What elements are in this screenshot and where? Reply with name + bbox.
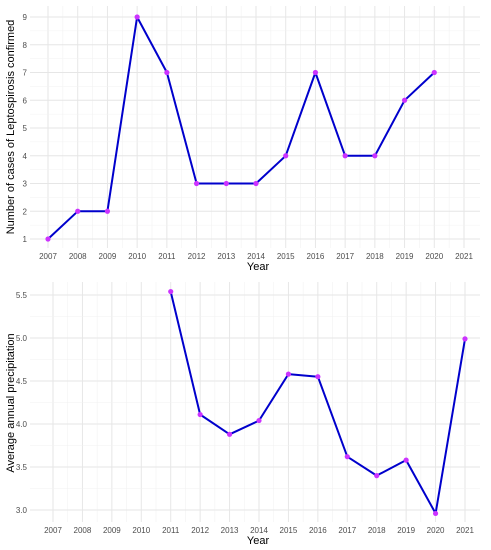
cases-y-tick-label: 9 [23,13,28,22]
cases-data-point [431,69,437,76]
precip-grid [30,282,480,522]
cases-y-tick-label: 2 [23,207,28,216]
precip-x-tick-label: 2019 [397,526,415,535]
precip-data-point [285,371,292,377]
cases-x-axis-title: Year [247,261,270,273]
precip-data-point [197,411,203,418]
cases-data-point [312,69,319,76]
precip-x-tick-label: 2021 [456,526,474,535]
precip-x-axis-title: Year [247,535,270,547]
precip-y-tick-label: 4.0 [16,420,28,429]
cases-x-tick-label: 2008 [69,252,87,261]
precip-x-tick-label: 2017 [338,526,356,535]
precip-x-tick-label: 2014 [250,526,268,535]
cases-data-point [134,14,140,20]
cases-data-point [75,208,81,214]
precip-x-tick-label: 2013 [221,526,239,535]
cases-y-tick-label: 6 [23,96,28,105]
precip-y-tick-label: 5.5 [16,291,28,300]
cases-data-point [223,180,229,187]
precipitation-chart: Year Average annual precipitation 2007 20… [5,282,480,547]
cases-x-tick-label: 2011 [158,252,176,261]
precip-y-tick-label: 3.0 [16,506,28,515]
cases-y-tick-label: 8 [23,41,28,50]
precip-x-tick-label: 2010 [132,526,150,535]
cases-y-tick-label: 5 [23,124,28,133]
cases-x-tick-label: 2012 [188,252,206,261]
precip-y-tick-label: 4.5 [16,377,28,386]
cases-data-point [45,236,51,242]
cases-data-point [253,180,259,187]
cases-series-line [47,16,435,240]
cases-data-point [401,97,408,103]
cases-y-tick-label: 3 [23,180,28,189]
cases-x-tick-label: 2007 [39,252,57,261]
cases-x-tick-label: 2013 [217,252,235,261]
precip-data-point [374,473,380,479]
precip-y-tick-label: 5.0 [16,334,28,343]
cases-x-tick-label: 2018 [366,252,384,261]
precip-x-tick-label: 2008 [74,526,92,535]
precip-x-tick-label: 2009 [103,526,121,535]
cases-data-point [104,208,111,214]
cases-x-tick-label: 2021 [455,252,473,261]
precip-data-point [226,431,233,437]
cases-data-point [164,69,170,76]
precip-data-point [256,417,262,424]
precip-data-point [432,510,439,517]
precip-x-tick-label: 2020 [427,526,445,535]
cases-y-tick-label: 7 [23,69,28,78]
cases-x-tick-label: 2014 [247,252,265,261]
cases-x-tick-label: 2017 [336,252,354,261]
precip-data-point [462,336,468,342]
precip-x-tick-label: 2018 [368,526,386,535]
cases-x-tick-label: 2009 [99,252,117,261]
cases-data-point [372,153,378,159]
cases-x-tick-label: 2019 [396,252,414,261]
precip-y-tick-label: 3.5 [16,463,28,472]
cases-x-tick-label: 2010 [128,252,146,261]
cases-y-tick-label: 1 [23,235,28,244]
precip-data-point [403,457,409,463]
cases-grid [30,6,480,248]
precip-data-point [344,454,350,460]
precip-data-point [315,374,321,380]
cases-x-tick-label: 2016 [307,252,325,261]
cases-x-tick-label: 2020 [425,252,443,261]
cases-data-point [283,153,289,159]
cases-chart: Year Number of cases of Leptospirosis co… [5,6,480,273]
precip-x-tick-label: 2007 [44,526,62,535]
cases-data-point [193,180,200,187]
cases-data-point [342,153,348,159]
cases-y-axis-title: Number of cases of Leptospirosis confirm… [5,20,17,235]
precip-y-axis-title: Average annual precipitation [5,333,17,472]
precip-x-tick-label: 2011 [162,526,180,535]
precip-x-tick-label: 2012 [191,526,209,535]
cases-y-tick-label: 4 [23,152,28,161]
precip-data-point [168,288,174,295]
precip-x-tick-label: 2016 [309,526,327,535]
cases-x-tick-label: 2015 [277,252,295,261]
precip-x-tick-label: 2015 [280,526,298,535]
